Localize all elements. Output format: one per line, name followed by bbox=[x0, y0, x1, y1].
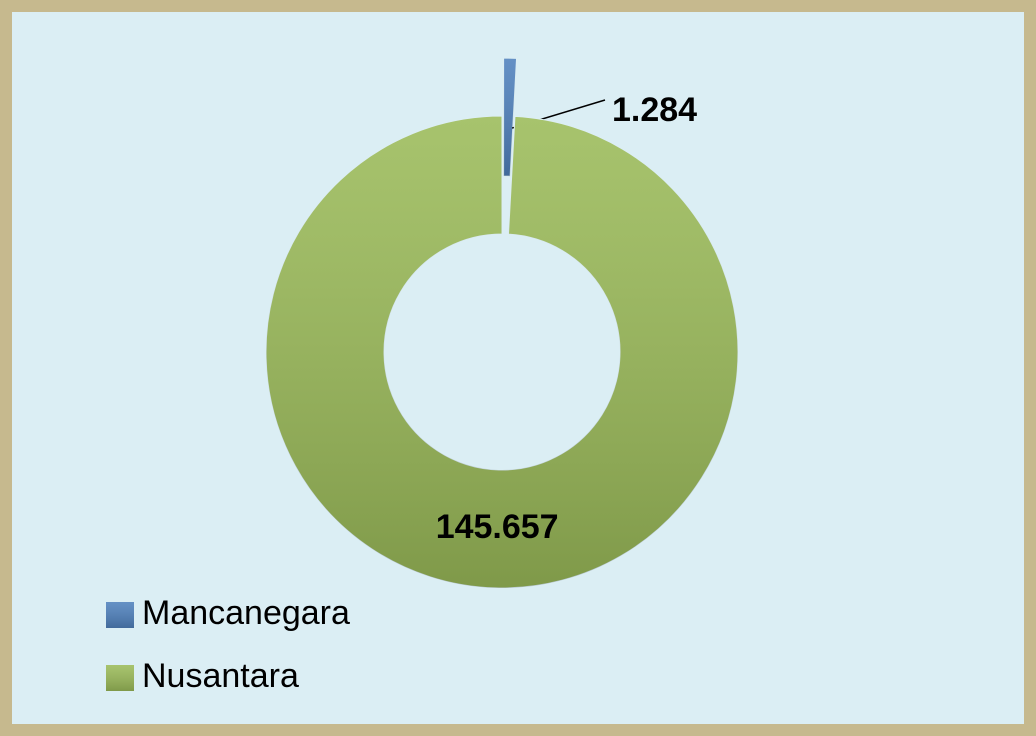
slice-shade bbox=[503, 58, 517, 177]
value-label: 145.657 bbox=[436, 508, 559, 546]
value-label: 1.284 bbox=[612, 91, 697, 129]
slice-shade bbox=[265, 116, 738, 588]
legend-label: Nusantara bbox=[142, 657, 299, 695]
legend-swatch-shade bbox=[106, 665, 134, 691]
legend-label: Mancanegara bbox=[142, 594, 350, 632]
legend-swatch-shade bbox=[106, 602, 134, 628]
